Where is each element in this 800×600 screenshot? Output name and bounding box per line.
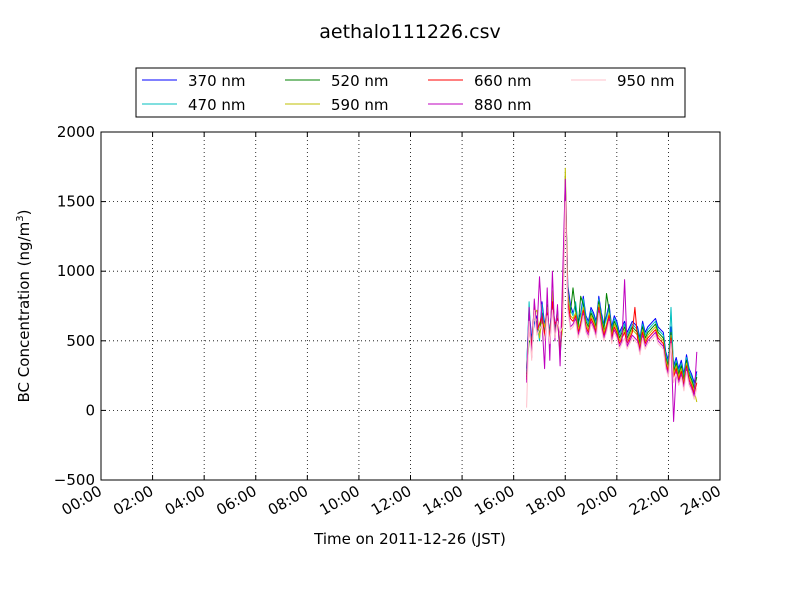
x-tick-label: 08:00	[265, 482, 311, 519]
grid-lines	[101, 132, 720, 480]
y-tick-label: 2000	[57, 123, 95, 141]
y-tick-label: 500	[66, 332, 95, 350]
x-tick-label: 12:00	[368, 482, 414, 519]
y-tick-label: −500	[54, 471, 95, 489]
x-axis-label: Time on 2011-12-26 (JST)	[313, 530, 506, 548]
legend-label: 470 nm	[188, 96, 246, 114]
y-tick-label: 0	[85, 401, 95, 419]
x-tick-label: 06:00	[213, 482, 259, 519]
x-tick-label: 02:00	[110, 482, 156, 519]
legend-label: 950 nm	[617, 72, 675, 90]
x-tick-label: 20:00	[574, 482, 620, 519]
legend-item: 470 nm	[142, 96, 246, 114]
series-line	[526, 201, 698, 408]
legend-item: 880 nm	[428, 96, 532, 114]
legend-item: 590 nm	[285, 96, 389, 114]
legend-item: 660 nm	[428, 72, 532, 90]
y-axis: −500 0 500 1000 1500 2000	[54, 123, 720, 489]
x-tick-label: 16:00	[471, 482, 517, 519]
x-tick-label: 22:00	[626, 482, 672, 519]
y-axis-label-superscript: 3	[15, 215, 26, 221]
y-axis-label-suffix: )	[15, 210, 33, 216]
legend-label: 880 nm	[474, 96, 532, 114]
legend-label: 660 nm	[474, 72, 532, 90]
x-tick-label: 14:00	[420, 482, 466, 519]
legend-item: 520 nm	[285, 72, 389, 90]
x-tick-label: 18:00	[523, 482, 569, 519]
x-tick-label: 24:00	[678, 482, 724, 519]
y-axis-label: BC Concentration (ng/m3)	[15, 210, 33, 403]
y-tick-label: 1000	[57, 262, 95, 280]
y-axis-label-main: BC Concentration (ng/m	[15, 222, 33, 403]
chart-title: aethalo111226.csv	[319, 21, 501, 43]
legend-box	[135, 67, 686, 118]
x-tick-label: 04:00	[162, 482, 208, 519]
legend: 370 nm 470 nm 520 nm 590 nm 660 nm 880 nm 950 …	[135, 67, 686, 118]
legend-item: 950 nm	[571, 72, 675, 90]
y-tick-label: 1500	[57, 193, 95, 211]
legend-item: 370 nm	[142, 72, 246, 90]
series-lines	[526, 167, 698, 422]
x-tick-label: 10:00	[316, 482, 362, 519]
legend-label: 520 nm	[331, 72, 389, 90]
legend-label: 370 nm	[188, 72, 246, 90]
legend-label: 590 nm	[331, 96, 389, 114]
